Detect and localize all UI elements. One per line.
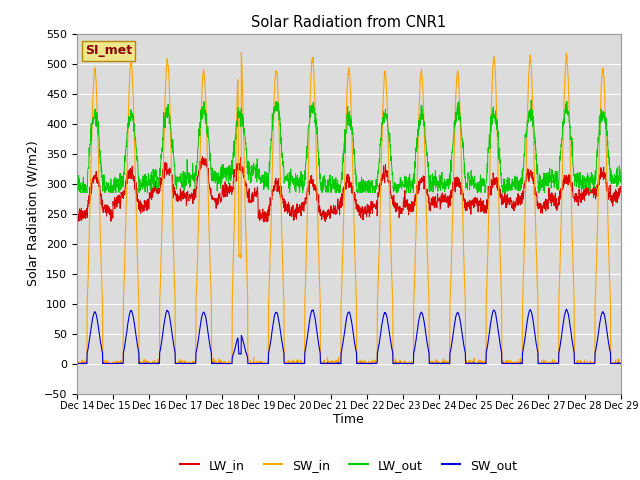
SW_out: [365, 361, 372, 367]
LW_in: [225, 187, 232, 192]
LW_out: [73, 190, 81, 195]
SW_in: [377, 187, 385, 192]
SW_out: [570, 344, 577, 350]
SW_in: [73, 358, 81, 363]
LW_in: [377, 183, 385, 189]
SW_out: [73, 360, 81, 366]
LW_out: [617, 167, 625, 173]
SW_in: [570, 266, 577, 272]
Legend: LW_in, SW_in, LW_out, SW_out: LW_in, SW_in, LW_out, SW_out: [175, 454, 522, 477]
SW_out: [563, 306, 570, 312]
X-axis label: Time: Time: [333, 413, 364, 426]
SW_in: [617, 361, 625, 367]
SW_in: [584, 361, 592, 367]
SW_out: [617, 361, 625, 367]
LW_in: [365, 207, 372, 213]
Line: SW_in: SW_in: [77, 52, 621, 364]
SW_in: [73, 361, 81, 367]
Y-axis label: Solar Radiation (W/m2): Solar Radiation (W/m2): [26, 141, 40, 287]
SW_in: [237, 49, 245, 55]
LW_in: [584, 189, 592, 194]
LW_out: [225, 163, 232, 169]
LW_in: [73, 216, 81, 221]
SW_out: [376, 333, 384, 338]
LW_out: [507, 184, 515, 190]
LW_in: [508, 198, 515, 204]
SW_out: [507, 361, 515, 367]
LW_out: [527, 97, 535, 103]
LW_out: [584, 185, 592, 191]
SW_out: [73, 361, 81, 367]
Line: SW_out: SW_out: [77, 309, 621, 364]
LW_in: [263, 219, 271, 225]
LW_out: [570, 164, 577, 169]
SW_in: [225, 361, 232, 367]
Title: Solar Radiation from CNR1: Solar Radiation from CNR1: [252, 15, 446, 30]
SW_in: [365, 360, 372, 366]
SW_out: [584, 361, 592, 367]
Line: LW_in: LW_in: [77, 156, 621, 222]
SW_out: [225, 361, 232, 367]
LW_out: [376, 143, 384, 149]
Text: SI_met: SI_met: [85, 44, 132, 58]
Line: LW_out: LW_out: [77, 100, 621, 192]
LW_in: [570, 194, 577, 200]
LW_in: [617, 188, 625, 194]
LW_out: [365, 186, 372, 192]
SW_in: [508, 360, 515, 366]
LW_out: [73, 185, 81, 191]
LW_in: [198, 154, 206, 159]
